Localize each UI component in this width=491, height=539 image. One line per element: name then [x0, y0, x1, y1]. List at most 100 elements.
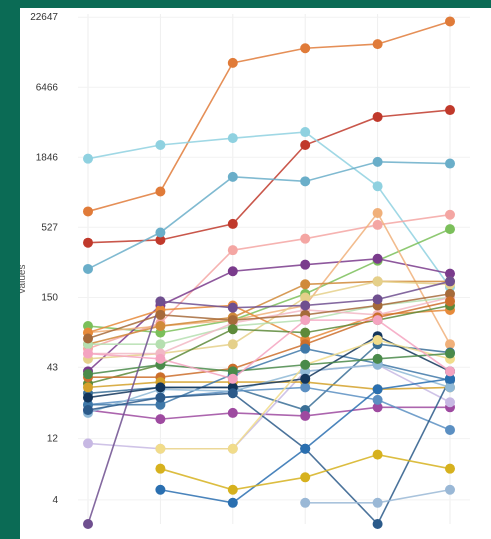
data-point [372, 253, 383, 264]
data-point [83, 153, 93, 164]
data-point [300, 279, 311, 290]
data-point [445, 484, 455, 495]
data-point [227, 366, 238, 377]
data-point [227, 218, 238, 229]
data-point [155, 382, 166, 393]
y-tick-label: 43 [47, 362, 59, 373]
series-line [87, 378, 451, 526]
data-point [372, 384, 383, 395]
series-line [87, 211, 451, 345]
data-point [300, 139, 311, 150]
data-point [300, 43, 311, 54]
data-point [83, 382, 93, 393]
data-point [155, 309, 166, 320]
data-point [445, 348, 455, 359]
data-point [300, 233, 311, 244]
data-point [227, 497, 238, 508]
data-point [83, 405, 93, 416]
series-line [87, 131, 451, 288]
data-point [372, 519, 383, 529]
data-point [83, 333, 93, 344]
data-point [227, 245, 238, 256]
series-line [87, 363, 451, 450]
series-line [88, 296, 451, 355]
data-point [83, 519, 93, 529]
data-point [83, 206, 93, 217]
series-line [87, 319, 451, 380]
data-point [155, 234, 166, 245]
y-tick-label: 4 [52, 495, 58, 506]
data-point [300, 327, 311, 338]
data-point [445, 366, 455, 377]
data-point [445, 373, 455, 384]
data-point [372, 181, 383, 192]
data-point [300, 292, 311, 303]
y-axis-ticks: 22647 6466 1846 527 150 43 12 4 [30, 12, 58, 506]
series-line [87, 386, 451, 431]
series-line [87, 280, 451, 525]
data-point [372, 402, 383, 413]
data-point [155, 392, 166, 403]
line-chart: 22647 6466 1846 527 150 43 12 4 values [20, 12, 470, 529]
data-point [227, 407, 238, 418]
data-point [155, 186, 166, 197]
data-point [155, 353, 166, 364]
y-tick-label: 22647 [30, 12, 58, 23]
data-point [227, 484, 238, 495]
data-point [155, 321, 166, 332]
data-point [155, 399, 166, 410]
data-point [372, 39, 383, 50]
data-point [227, 266, 238, 277]
data-point [155, 139, 166, 150]
series-line [87, 280, 451, 360]
data-point [155, 339, 166, 350]
series-line [88, 300, 451, 379]
data-point [445, 276, 455, 287]
data-point [445, 296, 455, 307]
series-line [87, 293, 451, 340]
data-point [300, 373, 311, 384]
data-point [83, 263, 93, 274]
series-points [83, 16, 455, 529]
data-point [300, 443, 311, 454]
series-line [87, 352, 451, 375]
series-line [87, 363, 451, 414]
data-point [227, 133, 238, 144]
data-point [83, 369, 93, 380]
data-point [372, 353, 383, 364]
data-point [83, 348, 93, 359]
data-point [445, 463, 455, 474]
data-point [155, 443, 166, 454]
data-point [300, 359, 311, 370]
data-point [445, 158, 455, 169]
y-tick-label: 150 [41, 292, 58, 303]
data-point [372, 276, 383, 287]
data-point [227, 315, 238, 326]
data-point [445, 16, 455, 27]
data-point [300, 472, 311, 483]
y-axis-title: values [20, 265, 28, 294]
series-line [87, 335, 451, 399]
series-line [87, 109, 451, 244]
data-point [227, 373, 238, 384]
data-point [372, 449, 383, 460]
series-line [87, 304, 451, 385]
data-point [372, 156, 383, 167]
data-point [372, 111, 383, 122]
data-point [372, 294, 383, 305]
data-point [445, 224, 455, 235]
chart-panel: 22647 6466 1846 527 150 43 12 4 values [20, 8, 491, 539]
data-point [83, 438, 93, 449]
data-point [372, 335, 383, 346]
data-point [300, 343, 311, 354]
data-point [227, 339, 238, 350]
data-point [300, 300, 311, 311]
data-point [227, 57, 238, 68]
data-point [155, 227, 166, 238]
data-point [445, 268, 455, 279]
series-line [88, 347, 451, 406]
data-point [445, 397, 455, 408]
data-point [300, 410, 311, 421]
data-point [227, 388, 238, 399]
